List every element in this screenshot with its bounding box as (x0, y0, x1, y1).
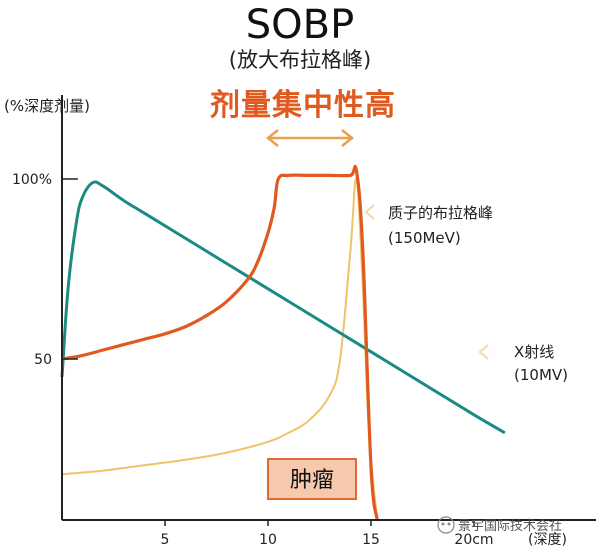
y-axis-label: (%深度剂量) (4, 97, 90, 115)
headline-dose-concentration: 剂量集中性高 (210, 88, 396, 123)
chart-title: SOBP (245, 2, 355, 48)
watermark: 景宇国际技术会社 (437, 516, 562, 534)
axes-group (61, 95, 596, 521)
y-tick-label: 50 (34, 352, 52, 368)
xray-label-line2: (10MV) (514, 366, 568, 384)
proton-annotation-arrow (364, 204, 375, 220)
x-tick-label: 10 (259, 532, 277, 548)
chart-subtitle: (放大布拉格峰) (228, 48, 372, 72)
x-tick-label: 5 (161, 532, 170, 548)
y-tick-label: 100% (12, 172, 52, 188)
tumor-box: 肿瘤 (267, 458, 357, 500)
proton-label-line2: (150MeV) (388, 229, 461, 247)
series-line-sobp (61, 164, 379, 521)
xray-annotation-arrow (478, 344, 489, 360)
watermark-text: 景宇国际技术会社 (458, 518, 562, 534)
tumor-label: 肿瘤 (290, 468, 334, 493)
proton-label-line1: 质子的布拉格峰 (388, 204, 493, 222)
x-tick-label: 15 (362, 532, 380, 548)
curves-group (60, 164, 506, 521)
xray-label-line1: X射线 (514, 343, 554, 361)
width-arrow (265, 129, 355, 147)
x-axis-suffix: (深度) (528, 532, 567, 548)
series-line-xray (60, 180, 506, 435)
ticks-group: 5 10 15 20cm (深度) 50 100% (12, 172, 567, 548)
x-tick-label: 20cm (454, 532, 493, 548)
